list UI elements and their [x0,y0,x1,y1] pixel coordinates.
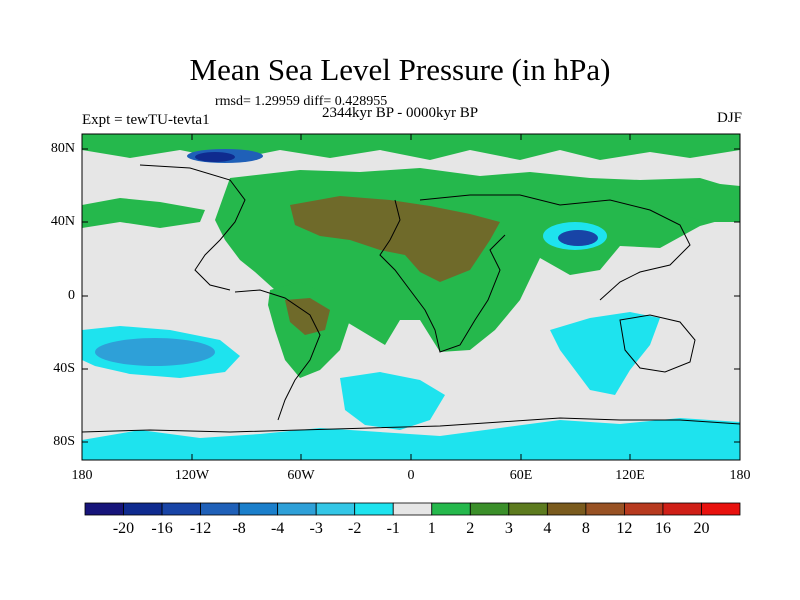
antarctica-coast [82,417,740,433]
asia-coast [419,194,691,301]
experiment-label: Expt = tewTU-tevta1 [82,112,210,128]
colorbar-swatch [701,502,741,516]
colorbar-swatch [546,502,587,516]
lon-label-120e: 120E [615,468,645,483]
europe-africa-coast [379,199,506,353]
coastlines [82,164,740,433]
colorbar-tick-label: -12 [189,520,212,537]
lon-label-180e: 180 [729,468,751,483]
season-label: DJF [716,110,742,126]
colorbar-swatch [354,502,394,516]
colorbar-swatch [315,502,356,516]
colorbar-swatch [662,502,702,516]
lon-label-60w: 60W [287,468,315,483]
colorbar-swatch [200,502,240,516]
map-title: Mean Sea Level Pressure (in hPa) [189,52,611,87]
colorbar-tick-label: 16 [654,520,671,537]
colorbar-swatch [123,502,163,516]
colorbar-tick-label: -4 [270,520,285,537]
south-pacific-blue-core [95,338,215,366]
colorbar-swatch [238,502,279,516]
colorbar-tick-label: -8 [232,520,246,537]
lon-label-120w: 120W [174,468,210,483]
colorbar-swatch [277,502,317,516]
colorbar-swatch [624,502,664,516]
lat-label-80s: 80S [53,434,75,449]
colorbar-swatch [469,502,510,516]
north-africa-brown-region [290,196,500,282]
tibet-blue-core [558,230,598,246]
east-pacific-green-region [660,182,740,222]
indian-ocean-cyan-region [550,312,660,395]
stats-text: rmsd= 1.29959 diff= 0.428955 [215,94,388,109]
colorbar-swatch [431,502,471,516]
lon-label-180w: 180 [71,468,93,483]
north-pacific-green-region [82,198,205,228]
lat-label-80n: 80N [50,141,75,156]
colorbar-tick-label: -3 [309,520,323,537]
period-label: 2344kyr BP - 0000kyr BP [322,105,479,121]
colorbar-tick-label: 3 [504,520,513,537]
lon-label-60e: 60E [509,468,533,483]
southern-ocean-cyan-region [340,372,445,430]
colorbar-tick-label: 2 [466,520,475,537]
axis-ticks [82,134,740,460]
colorbar-swatch [84,502,124,516]
colorbar-tick-label: 1 [427,520,436,537]
colorbar-tick-label: -16 [151,520,173,537]
colorbar [84,502,741,516]
greenland-dark-core [195,152,235,162]
colorbar-swatch [585,502,625,516]
colorbar-tick-label: 4 [543,520,552,537]
lat-label-0: 0 [68,288,75,303]
colorbar-swatch [161,502,201,516]
colorbar-tick-label: -20 [112,520,135,537]
lat-label-40n: 40N [50,214,75,229]
colorbar-tick-label: -2 [348,520,362,537]
australia-coast [619,314,696,373]
south-america-coast [234,289,321,421]
colorbar-tick-label: -1 [386,520,400,537]
colorbar-swatch [392,502,433,516]
north-america-coast [139,164,246,291]
map-field [82,134,740,460]
antarctic-cyan-region [82,418,740,460]
south-atlantic-brown-region [285,298,330,335]
colorbar-tick-label: 8 [581,520,590,537]
lat-label-40s: 40S [53,361,75,376]
colorbar-swatch [508,502,548,516]
colorbar-tick-label: 12 [616,520,633,537]
lon-label-0: 0 [407,468,415,483]
colorbar-tick-label: 20 [693,520,710,537]
